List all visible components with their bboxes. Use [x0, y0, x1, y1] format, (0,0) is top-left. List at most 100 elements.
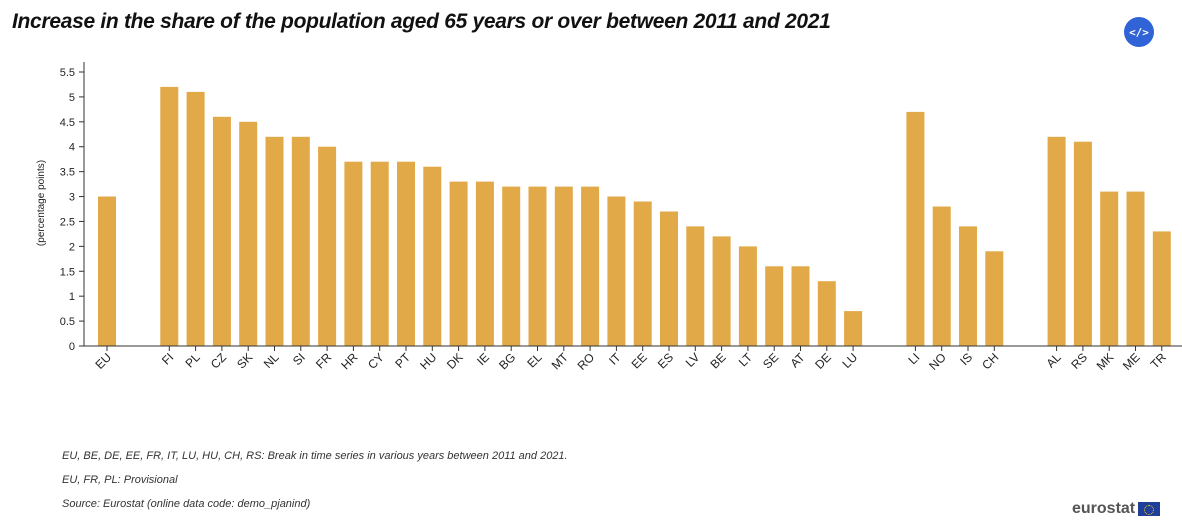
x-tick-label: EU [92, 350, 114, 372]
bar-mt [554, 186, 573, 346]
x-tick-label: AL [1043, 350, 1064, 371]
x-tick-label: LT [736, 350, 756, 370]
bar-fi [160, 86, 179, 347]
bar-lu [844, 311, 863, 346]
bar-nl [265, 136, 284, 346]
x-tick-label: AT [788, 350, 809, 371]
bar-si [291, 136, 310, 346]
y-tick-label: 4.5 [60, 117, 75, 129]
y-tick-label: 2 [69, 241, 75, 253]
x-tick-label: IS [957, 350, 975, 368]
x-tick-label: CH [979, 350, 1001, 372]
x-tick-label: IE [474, 350, 492, 368]
footnote-provisional: EU, FR, PL: Provisional [62, 474, 178, 486]
eurostat-logo: eurostat [1072, 500, 1161, 518]
y-tick-label: 0 [69, 341, 75, 353]
x-tick-label: SK [234, 350, 255, 371]
x-tick-label: HR [338, 350, 360, 372]
x-tick-label: EE [629, 350, 650, 371]
x-tick-label: MK [1094, 350, 1117, 373]
bar-rs [1073, 141, 1092, 346]
x-tick-label: BG [496, 350, 518, 372]
footnote-break: EU, BE, DE, EE, FR, IT, LU, HU, CH, RS: … [62, 450, 568, 462]
y-tick-label: 4 [69, 142, 75, 154]
bar-dk [449, 181, 468, 346]
x-tick-label: PL [182, 350, 203, 371]
x-tick-label: NO [926, 350, 949, 373]
y-tick-label: 0.5 [60, 316, 75, 328]
x-tick-label: BE [707, 350, 728, 371]
x-tick-label: LV [683, 350, 703, 370]
y-tick-label: 1.5 [60, 266, 75, 278]
y-axis: 0 0.5 1 1.5 2 2.5 3 3.5 4 4.5 5 5.5 [60, 62, 85, 353]
bar-ch [985, 251, 1004, 346]
x-tick-label: PT [392, 350, 413, 371]
x-tick-label: FR [313, 350, 334, 371]
brand-name: eurostat [1072, 500, 1136, 517]
x-tick-label: FI [159, 350, 176, 367]
bar-pl [186, 91, 205, 347]
x-axis: EU FI PL CZ SK NL SI FR HR CY PT HU DK IE BG EL MT RO IT EE… [84, 345, 1182, 373]
x-tick-label: RO [575, 350, 598, 373]
x-tick-label: EL [524, 350, 545, 371]
y-tick-label: 3 [69, 192, 75, 204]
bar-no [932, 206, 951, 346]
bar-tr [1152, 231, 1171, 346]
bar-pt [397, 161, 415, 346]
y-axis-label: (percentage points) [36, 160, 47, 246]
x-tick-label: MT [549, 350, 572, 373]
x-tick-label: SE [760, 350, 781, 371]
footnotes: EU, BE, DE, EE, FR, IT, LU, HU, CH, RS: … [62, 449, 568, 521]
y-tick-label: 1 [69, 291, 75, 303]
bar-hr [344, 161, 363, 346]
bar-eu [98, 196, 116, 346]
bar-cz [212, 116, 231, 346]
bar-it [607, 196, 626, 346]
eu-flag-icon [1138, 502, 1161, 516]
x-tick-label: HU [417, 350, 439, 372]
y-tick-label: 5.5 [60, 67, 75, 79]
bar-de [817, 281, 836, 346]
x-tick-label: RS [1068, 350, 1090, 372]
bar-lt [738, 246, 757, 346]
bar-es [660, 211, 678, 346]
bars [98, 86, 1171, 347]
bar-hu [423, 166, 442, 346]
y-tick-label: 2.5 [60, 216, 75, 228]
bar-ee [633, 201, 652, 346]
bar-lv [686, 226, 705, 346]
footnote-source: Source: Eurostat (online data code: demo… [62, 498, 311, 510]
bar-at [791, 266, 810, 346]
bar-is [959, 226, 977, 346]
chart-title: Increase in the share of the population … [12, 10, 831, 33]
bar-fr [318, 146, 337, 346]
bar-se [765, 266, 784, 346]
x-tick-label: CZ [208, 350, 229, 371]
x-tick-label: LI [906, 350, 923, 367]
x-tick-label: DK [444, 350, 466, 372]
bar-bg [502, 186, 521, 346]
x-tick-label: IT [606, 350, 624, 368]
embed-code-button[interactable]: </> [1124, 17, 1154, 47]
bar-cy [370, 161, 389, 346]
x-tick-label: ES [655, 350, 676, 371]
bar-li [906, 111, 925, 347]
bar-al [1047, 136, 1066, 346]
x-tick-label: DE [812, 350, 834, 372]
y-tick-label: 5 [69, 92, 75, 104]
bar-el [528, 186, 547, 346]
x-tick-label: CY [365, 350, 387, 372]
bar-ie [475, 181, 494, 346]
x-tick-label: NL [261, 350, 282, 371]
bar-me [1126, 191, 1145, 346]
y-tick-label: 3.5 [60, 167, 75, 179]
x-tick-label: TR [1148, 350, 1169, 371]
bar-chart: 0 0.5 1 1.5 2 2.5 3 3.5 4 4.5 5 5.5 EU FI PL CZ SK NL SI F… [36, 62, 1182, 373]
x-tick-label: LU [839, 350, 860, 371]
x-tick-label: SI [290, 350, 308, 368]
bar-be [712, 236, 731, 346]
bar-mk [1100, 191, 1119, 346]
x-tick-label: ME [1120, 350, 1143, 373]
bar-ro [581, 186, 600, 346]
bar-sk [239, 121, 258, 346]
